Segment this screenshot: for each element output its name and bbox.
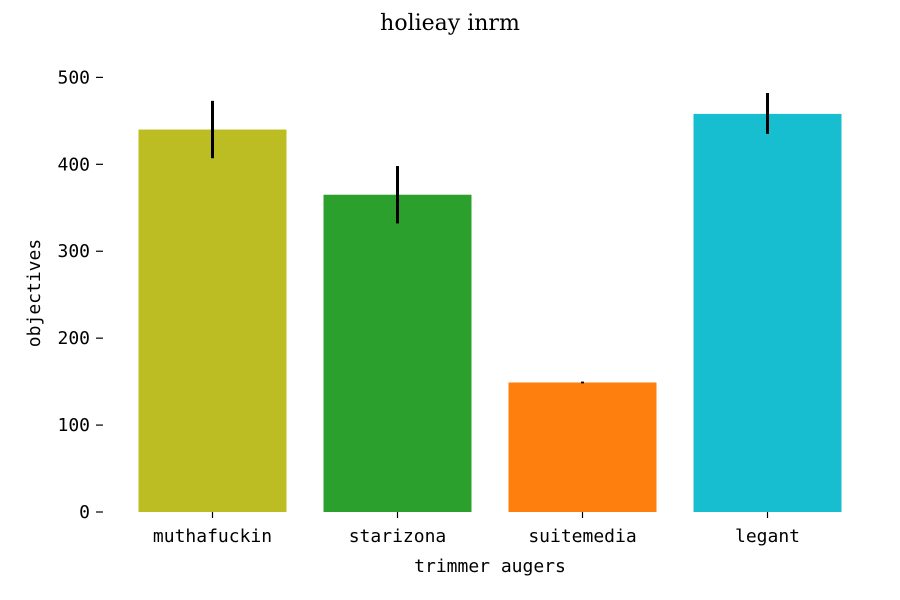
x-tick-label-0: muthafuckin xyxy=(153,526,272,547)
bar-0 xyxy=(138,129,287,513)
y-tick-label-3: 300 xyxy=(57,241,90,262)
bar-2 xyxy=(508,382,657,512)
x-axis-label: trimmer augers xyxy=(414,556,566,577)
y-tick-label-5: 500 xyxy=(57,67,90,88)
x-tick-label-2: suitemedia xyxy=(528,526,636,547)
chart-title: holieay inrm xyxy=(380,11,520,36)
bars-layer xyxy=(138,113,842,513)
y-tick-label-4: 400 xyxy=(57,154,90,175)
x-tick-label-3: legant xyxy=(735,526,800,547)
bar-1 xyxy=(323,194,472,512)
y-tick-label-1: 100 xyxy=(57,415,90,436)
y-tick-label-2: 200 xyxy=(57,328,90,349)
y-axis-label: objectives xyxy=(24,239,45,347)
bar-3 xyxy=(693,113,842,513)
x-tick-label-1: starizona xyxy=(349,526,447,547)
error-bars-layer xyxy=(211,93,769,384)
x-axis: muthafuckin starizona suitemedia legant xyxy=(153,512,800,547)
y-axis: 0 100 200 300 400 500 xyxy=(57,67,103,523)
y-tick-label-0: 0 xyxy=(79,502,90,523)
